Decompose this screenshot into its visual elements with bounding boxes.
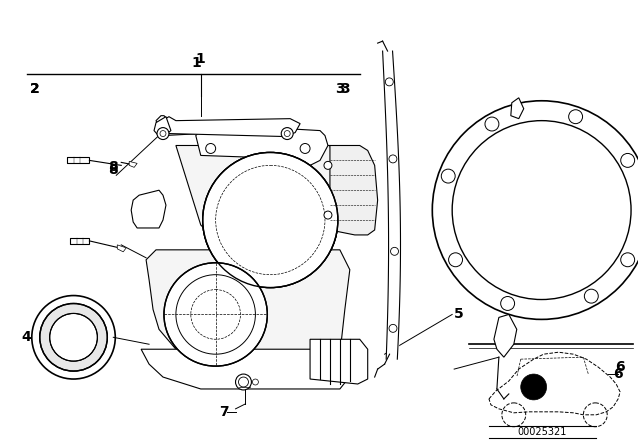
Circle shape <box>584 289 598 303</box>
Polygon shape <box>70 238 90 244</box>
Polygon shape <box>67 157 90 164</box>
Polygon shape <box>157 116 300 137</box>
Circle shape <box>160 130 166 137</box>
Circle shape <box>236 374 252 390</box>
Circle shape <box>621 154 635 168</box>
Circle shape <box>40 303 108 371</box>
Circle shape <box>389 324 397 332</box>
Text: 6: 6 <box>613 367 623 381</box>
Circle shape <box>441 169 455 183</box>
Text: 7: 7 <box>219 405 228 419</box>
Circle shape <box>324 161 332 169</box>
Polygon shape <box>176 146 335 230</box>
Circle shape <box>164 263 268 366</box>
Text: 5: 5 <box>454 307 464 321</box>
Circle shape <box>203 152 338 288</box>
Circle shape <box>569 110 582 124</box>
Circle shape <box>203 152 338 288</box>
Polygon shape <box>154 116 171 138</box>
Polygon shape <box>156 116 290 136</box>
Circle shape <box>500 297 515 310</box>
Polygon shape <box>511 98 524 119</box>
Polygon shape <box>196 129 328 165</box>
Text: 6: 6 <box>615 360 625 374</box>
Text: 8: 8 <box>108 164 118 177</box>
Circle shape <box>252 379 259 385</box>
Polygon shape <box>330 146 378 235</box>
Circle shape <box>50 314 97 361</box>
Circle shape <box>452 121 631 300</box>
Polygon shape <box>141 349 352 389</box>
Polygon shape <box>131 190 166 228</box>
Circle shape <box>205 143 216 154</box>
Circle shape <box>300 143 310 154</box>
Polygon shape <box>494 314 516 357</box>
Circle shape <box>432 101 640 319</box>
Circle shape <box>324 211 332 219</box>
Circle shape <box>281 128 293 139</box>
Text: 8: 8 <box>108 160 118 174</box>
Circle shape <box>621 253 635 267</box>
Polygon shape <box>310 339 368 384</box>
Text: 00025321: 00025321 <box>517 426 566 437</box>
Text: 2: 2 <box>30 82 40 96</box>
Polygon shape <box>146 250 350 357</box>
Circle shape <box>157 128 169 139</box>
Circle shape <box>385 78 393 86</box>
Text: 3: 3 <box>340 82 349 96</box>
Text: 1: 1 <box>196 52 205 66</box>
Circle shape <box>485 117 499 131</box>
Polygon shape <box>117 245 126 252</box>
Circle shape <box>389 155 397 163</box>
Circle shape <box>390 247 399 255</box>
Text: 4: 4 <box>22 330 31 345</box>
Text: 1: 1 <box>192 56 202 70</box>
Circle shape <box>521 374 547 400</box>
Circle shape <box>449 253 463 267</box>
Polygon shape <box>129 161 137 168</box>
Circle shape <box>239 377 248 387</box>
Text: 2: 2 <box>30 82 40 96</box>
Text: 3: 3 <box>335 82 345 96</box>
Circle shape <box>284 130 290 137</box>
Circle shape <box>32 296 115 379</box>
